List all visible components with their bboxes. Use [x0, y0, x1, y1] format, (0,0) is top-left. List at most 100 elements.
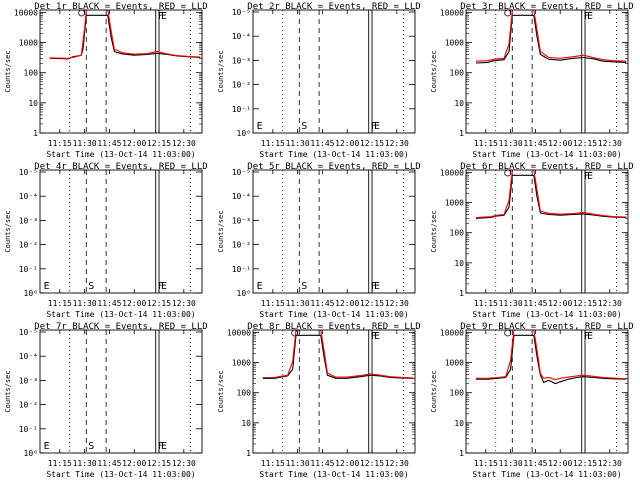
marker-label: E	[374, 331, 380, 342]
y-axis-label: Counts/sec	[430, 370, 438, 412]
y-tick-label: 10000	[227, 328, 251, 337]
y-tick-label: 10⁻³	[19, 376, 38, 385]
y-tick-label: 10000	[440, 8, 464, 17]
series-line-lld	[475, 169, 627, 219]
x-tick-label: 12:15	[573, 299, 597, 308]
x-tick-label: 12:30	[385, 459, 409, 468]
y-tick-label: 1000	[445, 199, 464, 208]
plot-frame	[465, 9, 629, 134]
x-tick-label: 12:15	[573, 139, 597, 148]
y-tick-label: 1000	[445, 39, 464, 48]
x-tick-label: 11:30	[499, 299, 523, 308]
y-tick-label: 1000	[232, 359, 251, 368]
y-axis-label: Counts/sec	[4, 370, 12, 412]
plot-frame	[39, 329, 203, 454]
marker-label: S	[301, 281, 307, 292]
x-tick-label: 11:45	[523, 139, 547, 148]
x-tick-label: 11:30	[73, 299, 97, 308]
x-tick-label: 12:30	[385, 139, 409, 148]
marker-label: S	[88, 281, 94, 292]
chart-panel-2: Det 2r BLACK = Events, RED = LLD Counts/s…	[217, 2, 421, 159]
y-tick-label: 1	[246, 449, 251, 458]
x-tick-label: 12:30	[385, 299, 409, 308]
x-tick-label: 12:15	[360, 299, 384, 308]
y-tick-label: 10⁻¹	[19, 265, 38, 274]
x-tick-label: 12:30	[598, 299, 622, 308]
x-axis-label: Start Time (13-Oct-14 11:03:00)	[259, 470, 408, 479]
x-axis-label: Start Time (13-Oct-14 11:03:00)	[46, 310, 195, 319]
x-tick-label: 11:15	[48, 299, 72, 308]
x-tick-label: 11:15	[474, 459, 498, 468]
x-tick-label: 12:15	[360, 459, 384, 468]
chart-title: Det 5r BLACK = Events, RED = LLD	[247, 162, 420, 172]
y-tick-label: 10	[241, 419, 251, 428]
x-tick-label: 12:00	[122, 299, 146, 308]
series-line-events	[49, 14, 201, 60]
y-tick-label: 10⁻²	[19, 401, 38, 410]
x-tick-label: 11:45	[310, 459, 334, 468]
x-tick-label: 11:45	[523, 299, 547, 308]
chart-title: Det 6r BLACK = Events, RED = LLD	[460, 162, 633, 172]
x-axis-label: Start Time (13-Oct-14 11:03:00)	[46, 150, 195, 159]
x-tick-label: 12:00	[122, 139, 146, 148]
x-tick-label: 11:45	[310, 139, 334, 148]
y-tick-label: 1000	[19, 39, 38, 48]
y-axis-label: Counts/sec	[4, 50, 12, 92]
y-tick-label: 10⁻¹	[232, 265, 251, 274]
x-axis-label: Start Time (13-Oct-14 11:03:00)	[259, 150, 408, 159]
chart-panel-9: Det 9r BLACK = Events, RED = LLD Counts/s…	[430, 322, 634, 479]
plot-frame	[252, 169, 416, 294]
y-tick-label: 10⁻⁵	[232, 8, 251, 17]
y-axis-label: Counts/sec	[217, 210, 225, 252]
y-tick-label: 10	[454, 419, 464, 428]
y-tick-label: 10⁻¹	[19, 425, 38, 434]
plot-frame	[465, 329, 629, 454]
y-tick-label: 100	[237, 389, 252, 398]
marker-label: E	[257, 281, 263, 292]
x-tick-label: 11:15	[48, 139, 72, 148]
marker-label: E	[257, 121, 263, 132]
y-tick-label: 10	[28, 99, 38, 108]
marker-label: E	[161, 281, 167, 292]
x-tick-label: 11:45	[97, 299, 121, 308]
y-tick-label: 1	[459, 129, 464, 138]
chart-panel-3: Det 3r BLACK = Events, RED = LLD Counts/s…	[430, 2, 634, 159]
marker-label: E	[587, 11, 593, 22]
chart-title: Det 2r BLACK = Events, RED = LLD	[247, 2, 420, 12]
y-axis-label: Counts/sec	[217, 50, 225, 92]
y-tick-label: 10⁰	[237, 289, 251, 298]
marker-label: S	[88, 441, 94, 452]
x-axis-label: Start Time (13-Oct-14 11:03:00)	[472, 470, 621, 479]
marker-label: F	[371, 121, 377, 132]
y-tick-label: 10⁻²	[232, 81, 251, 90]
x-tick-label: 11:45	[97, 139, 121, 148]
y-tick-label: 10⁰	[24, 289, 38, 298]
chart-title: Det 7r BLACK = Events, RED = LLD	[34, 322, 207, 332]
x-tick-label: 12:15	[147, 459, 171, 468]
x-tick-label: 12:00	[335, 139, 359, 148]
x-tick-label: 11:45	[310, 299, 334, 308]
x-tick-label: 11:30	[73, 139, 97, 148]
x-tick-label: 12:00	[335, 299, 359, 308]
chart-panel-8: Det 8r BLACK = Events, RED = LLD Counts/s…	[217, 322, 421, 479]
plot-frame	[39, 169, 203, 294]
y-tick-label: 1	[459, 289, 464, 298]
x-tick-label: 12:30	[172, 139, 196, 148]
marker-label: F	[158, 281, 164, 292]
chart-title: Det 8r BLACK = Events, RED = LLD	[247, 322, 420, 332]
marker-label: E	[161, 11, 167, 22]
y-tick-label: 10	[454, 99, 464, 108]
series-line-lld	[475, 329, 627, 381]
y-tick-label: 10⁻³	[232, 216, 251, 225]
x-tick-label: 12:30	[598, 139, 622, 148]
y-tick-label: 10⁻⁴	[19, 352, 38, 361]
marker-label: E	[587, 331, 593, 342]
x-tick-label: 12:00	[548, 459, 572, 468]
chart-panel-4: Det 4r BLACK = Events, RED = LLD Counts/s…	[4, 162, 208, 319]
y-tick-label: 10000	[440, 168, 464, 177]
marker-label: E	[44, 281, 50, 292]
x-tick-label: 12:15	[573, 459, 597, 468]
chart-title: Det 4r BLACK = Events, RED = LLD	[34, 162, 207, 172]
marker-label: F	[371, 281, 377, 292]
marker-label: F	[371, 331, 377, 342]
